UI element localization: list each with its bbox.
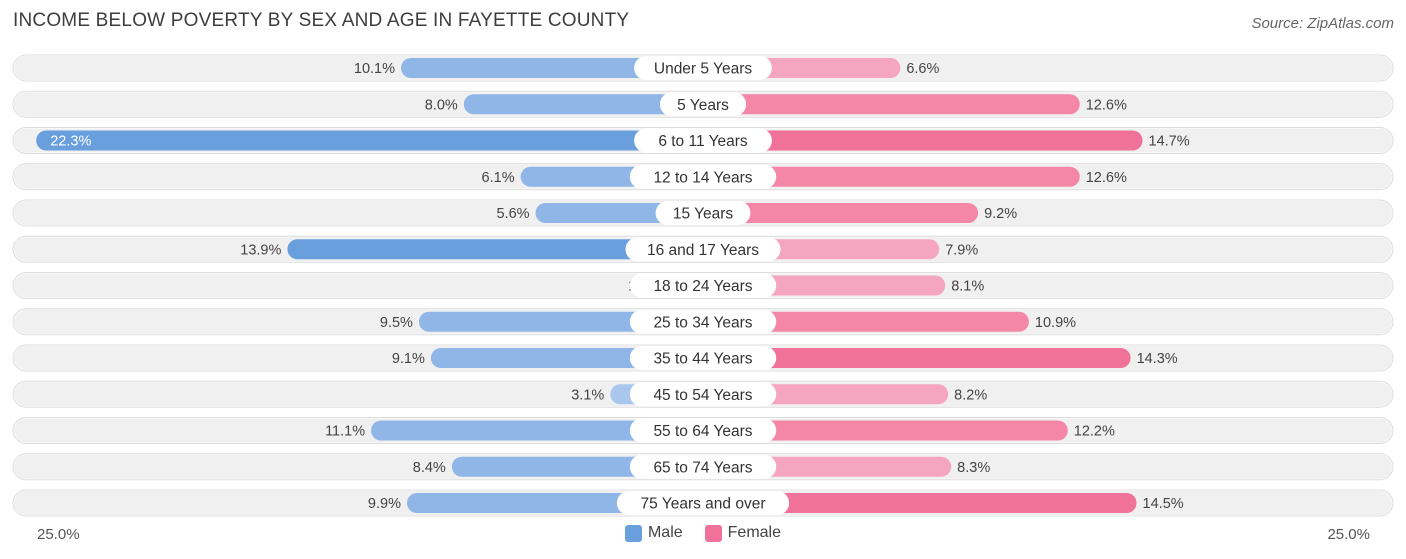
legend: Male Female [0, 524, 1406, 542]
female-bar [703, 493, 1137, 513]
axis-left-label: 25.0% [37, 526, 80, 543]
legend-swatch-male [624, 524, 642, 542]
female-value-label: 7.9% [945, 242, 978, 258]
male-value-label: 6.1% [482, 170, 515, 186]
female-bar [703, 311, 1029, 332]
category-label: 55 to 64 Years [653, 423, 752, 440]
male-value-label: 9.1% [392, 351, 425, 367]
category-pill [629, 418, 777, 443]
legend-label-female: Female [727, 524, 782, 541]
category-pill [634, 128, 772, 153]
female-value-label: 8.1% [951, 279, 984, 295]
source-note: Source: ZipAtlas.com [1251, 15, 1394, 32]
male-bar [287, 239, 703, 260]
female-value-label: 12.2% [1074, 424, 1115, 440]
female-bar [703, 203, 979, 223]
chart-canvas: 10.1% 6.6% Under 5 Years 8.0% 12.6% 5 Years 22… [12, 54, 1394, 517]
category-pill [655, 201, 751, 225]
female-bar [703, 166, 1080, 187]
female-value-label: 8.2% [954, 387, 987, 403]
category-label: 35 to 44 Years [653, 351, 752, 368]
female-value-label: 14.7% [1149, 134, 1190, 150]
axis-right-label: 25.0% [1327, 526, 1370, 543]
category-pill [629, 164, 777, 189]
category-label: 12 to 14 Years [653, 169, 752, 186]
category-pill [634, 56, 772, 80]
male-bar [463, 94, 703, 115]
category-label: 16 and 17 Years [647, 242, 759, 259]
female-bar [703, 348, 1131, 368]
female-bar [703, 94, 1080, 115]
female-value-label: 14.3% [1137, 351, 1178, 367]
category-label: 75 Years and over [641, 496, 766, 513]
male-value-label: 3.1% [571, 387, 604, 403]
category-label: 5 Years [677, 97, 729, 114]
male-value-label: 8.0% [425, 97, 458, 113]
male-value-label: 10.1% [354, 61, 395, 77]
chart-title: INCOME BELOW POVERTY BY SEX AND AGE IN F… [13, 10, 630, 31]
female-value-label: 14.5% [1143, 496, 1184, 512]
category-label: 6 to 11 Years [658, 133, 748, 150]
female-value-label: 9.2% [984, 206, 1017, 222]
category-pill [629, 346, 777, 370]
male-value-label: 13.9% [240, 242, 281, 258]
legend-swatch-female [704, 524, 722, 542]
female-value-label: 6.6% [906, 61, 939, 77]
male-value-label: 11.1% [325, 424, 365, 440]
category-label: 15 Years [673, 206, 734, 223]
female-bar [703, 130, 1143, 151]
female-value-label: 12.6% [1086, 97, 1127, 113]
category-pill [629, 454, 777, 479]
male-value-label: 8.4% [413, 460, 446, 476]
female-value-label: 8.3% [957, 460, 990, 476]
category-pill [629, 309, 777, 334]
category-label: Under 5 Years [654, 61, 752, 78]
male-bar [36, 130, 704, 151]
male-value-label: 22.3% [50, 134, 91, 150]
category-pill [629, 382, 777, 407]
legend-item-male[interactable]: Male [624, 524, 683, 542]
category-pill [659, 92, 747, 117]
female-bar [703, 420, 1068, 441]
category-label: 18 to 24 Years [653, 278, 752, 295]
female-value-label: 12.6% [1086, 170, 1127, 186]
category-label: 65 to 74 Years [653, 459, 752, 476]
female-value-label: 10.9% [1035, 315, 1076, 331]
category-pill [616, 491, 790, 515]
legend-label-male: Male [647, 524, 683, 541]
male-bar [371, 420, 703, 441]
legend-item-female[interactable]: Female [704, 524, 782, 542]
category-label: 45 to 54 Years [653, 387, 752, 404]
male-value-label: 5.6% [496, 206, 529, 222]
male-value-label: 9.5% [380, 315, 413, 331]
male-value-label: 9.9% [368, 496, 401, 512]
male-bar [401, 58, 703, 78]
category-pill [625, 237, 781, 262]
category-pill [629, 273, 777, 298]
category-label: 25 to 34 Years [653, 314, 752, 331]
